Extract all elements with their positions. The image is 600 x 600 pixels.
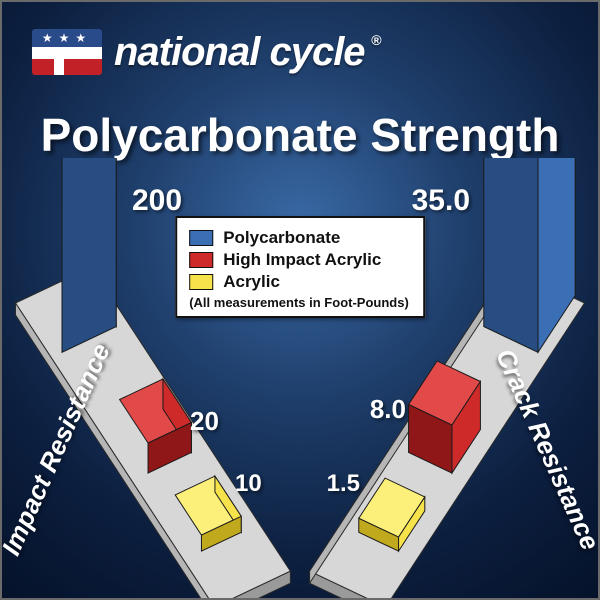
brand-logo: ★★★ national cycle ® bbox=[32, 22, 568, 82]
chart-title: Polycarbonate Strength bbox=[2, 108, 598, 162]
legend-item: High Impact Acrylic bbox=[189, 250, 409, 270]
value-label: 8.0 bbox=[370, 394, 406, 425]
legend-swatch bbox=[189, 230, 213, 246]
flag-icon: ★★★ bbox=[32, 29, 102, 75]
legend-item: Acrylic bbox=[189, 272, 409, 292]
value-label: 200 bbox=[132, 184, 182, 218]
legend-label: Acrylic bbox=[223, 272, 280, 292]
legend-label: High Impact Acrylic bbox=[223, 250, 381, 270]
legend-note: (All measurements in Foot-Pounds) bbox=[189, 295, 409, 310]
legend: Polycarbonate High Impact Acrylic Acryli… bbox=[175, 216, 425, 318]
registered-mark: ® bbox=[371, 32, 380, 48]
legend-label: Polycarbonate bbox=[223, 228, 340, 248]
legend-swatch bbox=[189, 252, 213, 268]
brand-text: national cycle bbox=[114, 30, 365, 74]
infographic-canvas: ★★★ national cycle ® Polycarbonate Stren… bbox=[0, 0, 600, 600]
brand-name: national cycle ® bbox=[114, 30, 365, 75]
value-label: 1.5 bbox=[327, 470, 360, 498]
value-label: 20 bbox=[190, 406, 219, 437]
legend-item: Polycarbonate bbox=[189, 228, 409, 248]
value-label: 10 bbox=[235, 470, 262, 498]
value-label: 35.0 bbox=[412, 184, 470, 218]
legend-swatch bbox=[189, 274, 213, 290]
